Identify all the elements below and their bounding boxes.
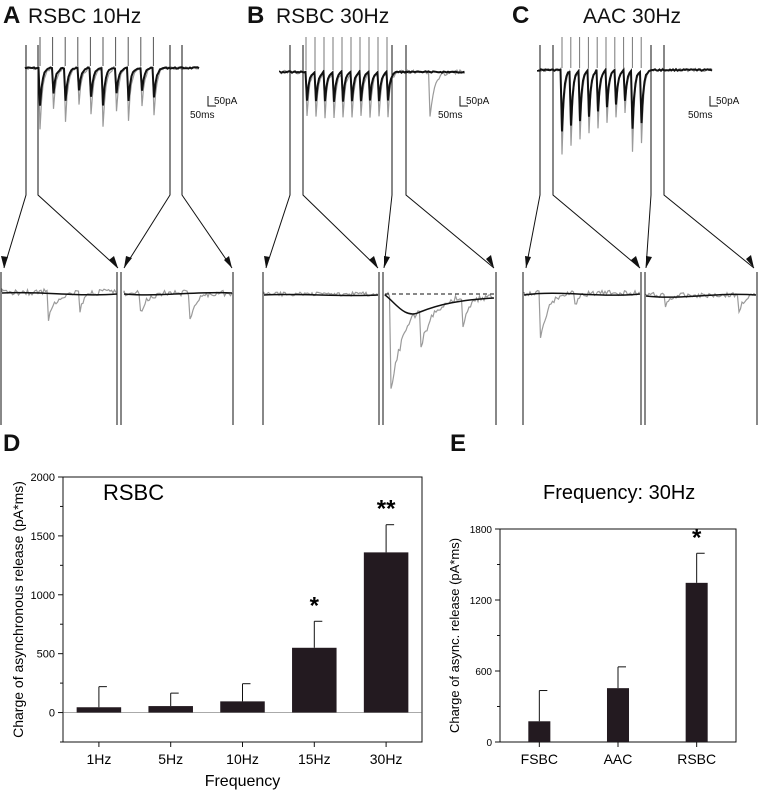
x-tick-label: AAC bbox=[604, 751, 633, 767]
trace-panel-c bbox=[522, 37, 758, 425]
scale-label-amp-a: 50pA bbox=[214, 96, 238, 107]
zoom-mean-b bbox=[263, 293, 495, 315]
average-trace-c bbox=[537, 66, 713, 132]
significance-marker: ** bbox=[377, 496, 396, 523]
zoom-frames-a bbox=[0, 272, 234, 425]
panel-letter-e: E bbox=[450, 430, 467, 457]
x-tick-label: 1Hz bbox=[86, 751, 111, 767]
y-tick-label: 600 bbox=[475, 667, 492, 678]
bar-1hz bbox=[76, 707, 122, 713]
y-tick-label: 0 bbox=[49, 708, 55, 720]
zoom-frames-b bbox=[262, 272, 497, 425]
trace-panel-b bbox=[262, 37, 497, 425]
x-tick-label: 30Hz bbox=[370, 751, 403, 767]
scale-bar-a bbox=[207, 96, 216, 107]
zoom-mean-a bbox=[1, 291, 233, 296]
electrophysiology-traces bbox=[0, 37, 758, 425]
stimulus-marks-b bbox=[305, 37, 388, 70]
zoom-lines-b bbox=[265, 45, 495, 269]
chart-title: Frequency: 30Hz bbox=[543, 482, 695, 504]
panel-letter-b: B bbox=[247, 2, 265, 29]
scale-bar-c bbox=[709, 96, 718, 107]
raw-trace-gray-b bbox=[279, 68, 465, 119]
chart-d: 0 500 1000 1500 2000 1Hz 5Hz 10Hz 15Hz * 30Hz ** RSB… bbox=[10, 472, 423, 790]
bar-fsbc bbox=[528, 721, 551, 742]
zoom-trace-b-right bbox=[384, 291, 494, 389]
scale-label-amp-c: 50pA bbox=[716, 96, 740, 107]
bar-rsbc bbox=[685, 582, 708, 742]
panel-title-a: RSBC 10Hz bbox=[28, 5, 142, 28]
y-tick-label: 1500 bbox=[31, 531, 55, 543]
average-trace-b bbox=[279, 68, 465, 102]
y-axis-label: Charge of asynchronous release (pA*ms) bbox=[10, 481, 26, 738]
panel-letter-d: D bbox=[3, 430, 21, 457]
zoom-mean-c bbox=[523, 292, 757, 298]
x-tick-label: 15Hz bbox=[298, 751, 331, 767]
trace-panel-a bbox=[0, 37, 234, 425]
bar-30hz bbox=[363, 552, 409, 713]
x-tick-label: FSBC bbox=[521, 751, 558, 767]
zoom-lines-c bbox=[525, 45, 755, 269]
y-tick-label: 1000 bbox=[31, 590, 55, 602]
bar-10hz bbox=[220, 701, 265, 713]
scale-label-amp-b: 50pA bbox=[466, 96, 490, 107]
zoom-trace-b-left bbox=[263, 290, 379, 298]
y-tick-label: 2000 bbox=[31, 472, 55, 484]
zoom-trace-c-right bbox=[645, 291, 756, 315]
panel-letter-c: C bbox=[512, 2, 530, 29]
zoom-frames-c bbox=[522, 272, 758, 425]
scale-label-time-c: 50ms bbox=[688, 110, 713, 121]
arrowheads-a bbox=[1, 256, 232, 268]
scale-label-time-a: 50ms bbox=[190, 110, 215, 121]
y-tick-label: 1800 bbox=[470, 525, 493, 536]
panel-letter-a: A bbox=[3, 2, 21, 29]
bar-5hz bbox=[148, 706, 193, 713]
bar-15hz bbox=[292, 647, 337, 713]
stimulus-marks-c bbox=[561, 37, 642, 68]
scale-label-time-b: 50ms bbox=[438, 110, 463, 121]
y-tick-label: 1200 bbox=[470, 596, 493, 607]
stimulus-marks-a bbox=[39, 37, 154, 66]
x-tick-label: 5Hz bbox=[158, 751, 183, 767]
x-tick-label: RSBC bbox=[677, 751, 716, 767]
y-tick-label: 500 bbox=[37, 649, 55, 661]
scale-bar-b bbox=[459, 96, 468, 107]
significance-marker: * bbox=[310, 592, 320, 619]
y-axis-label: Charge of async. release (pA*ms) bbox=[447, 538, 462, 733]
chart-title: RSBC bbox=[103, 480, 164, 505]
bar-aac bbox=[606, 688, 630, 742]
chart-e: 0 600 1200 1800 FSBC AAC RSBC * Frequency: 30Hz C… bbox=[447, 482, 737, 767]
x-tick-label: 10Hz bbox=[226, 751, 259, 767]
y-tick-label: 0 bbox=[486, 738, 492, 749]
zoom-lines-a bbox=[3, 45, 233, 269]
panel-title-b: RSBC 30Hz bbox=[276, 5, 390, 28]
panel-title-c: AAC 30Hz bbox=[583, 5, 682, 28]
x-axis-label: Frequency bbox=[205, 773, 281, 790]
significance-marker: * bbox=[692, 524, 702, 551]
